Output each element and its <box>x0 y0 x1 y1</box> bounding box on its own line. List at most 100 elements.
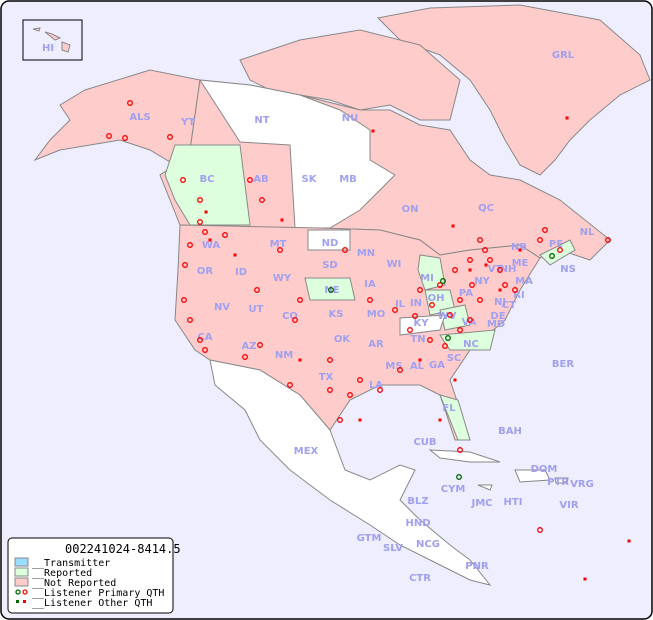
listener-primary-marker <box>437 282 443 288</box>
listener-primary-marker <box>337 417 343 423</box>
region-cuba <box>428 449 501 463</box>
listener-primary-marker <box>469 282 475 288</box>
region-fl <box>439 394 471 441</box>
region-label-nl: NL <box>580 227 595 238</box>
region-wv <box>439 304 471 331</box>
region-label-mt: MT <box>270 239 287 250</box>
region-label-wi: WI <box>387 259 402 270</box>
region-label-ut: UT <box>249 304 264 315</box>
listener-primary-marker-self <box>445 335 451 341</box>
region-label-nt: NT <box>254 115 269 126</box>
legend-other-icon-self <box>16 600 19 603</box>
region-label-ga: GA <box>429 360 445 371</box>
listener-primary-marker <box>327 387 333 393</box>
legend-other-icon <box>23 600 26 603</box>
listener-primary-marker-self <box>456 474 462 480</box>
listener-primary-marker <box>357 377 363 383</box>
listener-primary-marker <box>187 317 193 323</box>
region-label-co: CO <box>282 311 298 322</box>
region-label-ks: KS <box>329 309 344 320</box>
listener-primary-marker <box>457 447 463 453</box>
listener-primary-marker <box>487 257 493 263</box>
listener-primary-marker <box>412 313 418 319</box>
listener-primary-marker <box>442 343 448 349</box>
region-label-ny: NY <box>474 276 490 287</box>
region-label-vt: VT <box>488 264 503 275</box>
region-label-pnr: PNR <box>465 561 489 572</box>
listener-other-marker <box>518 248 522 252</box>
listener-other-marker <box>280 218 284 222</box>
region-label-on: ON <box>402 204 419 215</box>
listener-primary-marker <box>182 262 188 268</box>
region-label-nc: NC <box>463 339 479 350</box>
listener-primary-marker <box>181 297 187 303</box>
region-label-la: LA <box>369 380 383 391</box>
region-label-blz: BLZ <box>407 496 428 507</box>
legend-swatch-not-reported <box>14 577 29 587</box>
listener-primary-marker <box>327 357 333 363</box>
region-label-slv: SLV <box>383 543 403 554</box>
region-label-als: ALS <box>129 112 150 123</box>
region-jamaica <box>477 484 493 491</box>
listener-primary-marker-self <box>440 278 446 284</box>
listener-primary-marker <box>477 237 483 243</box>
listener-primary-marker <box>377 387 383 393</box>
region-label-vrg: VRG <box>570 479 594 490</box>
region-label-ms: MS <box>385 361 402 372</box>
region-label-ri: RI <box>513 290 524 301</box>
region-label-az: AZ <box>242 341 257 352</box>
region-ne <box>304 277 356 301</box>
region-label-or: OR <box>197 266 214 277</box>
region-label-cub: CUB <box>413 437 436 448</box>
region-label-in: IN <box>410 298 422 309</box>
region-label-ab: AB <box>253 174 268 185</box>
listener-primary-marker <box>180 177 186 183</box>
listener-primary-marker <box>197 197 203 203</box>
region-label-de: DE <box>490 311 505 322</box>
legend-swatch-transmitter <box>14 557 29 567</box>
region-label-ma: MA <box>515 276 533 287</box>
legend-reported: __Reported <box>32 568 92 579</box>
listener-other-marker <box>498 288 502 292</box>
region-label-mo: MO <box>367 309 385 320</box>
listener-primary-marker <box>605 237 611 243</box>
region-ns <box>539 239 576 266</box>
region-label-il: IL <box>395 299 406 310</box>
region-label-nh: NH <box>500 264 517 275</box>
region-label-wa: WA <box>202 240 221 251</box>
listener-primary-marker <box>537 527 543 533</box>
listener-primary-marker <box>447 312 453 318</box>
listener-primary-marker <box>167 134 173 140</box>
region-label-dom: DOM <box>531 464 558 475</box>
region-label-fl: FL <box>442 403 456 414</box>
listener-primary-marker <box>427 337 433 343</box>
region-label-tn: TN <box>410 334 425 345</box>
region-label-wy: WY <box>273 273 292 284</box>
listener-primary-marker <box>342 247 348 253</box>
region-nt-sk-mb <box>199 79 396 229</box>
hawaii-inset <box>22 19 83 61</box>
listener-primary-marker <box>292 317 298 323</box>
region-label-wv: WV <box>438 311 457 322</box>
legend-not-reported: __Not Reported <box>32 578 116 589</box>
region-label-hnd: HND <box>405 518 430 529</box>
listener-other-marker <box>233 253 237 257</box>
region-label-nj: NJ <box>494 297 506 308</box>
listener-primary-marker <box>477 297 483 303</box>
region-label-id: ID <box>235 267 247 278</box>
region-label-nd: ND <box>322 238 339 249</box>
listener-primary-marker <box>392 307 398 313</box>
region-label-ct: CT <box>502 300 516 311</box>
region-label-bah: BAH <box>498 426 522 437</box>
region-label-sd: SD <box>322 260 338 271</box>
listener-other-marker <box>451 224 455 228</box>
region-label-nm: NM <box>275 350 293 361</box>
region-label-tx: TX <box>319 372 334 383</box>
listener-primary-marker <box>452 267 458 273</box>
region-label-mb: MB <box>339 174 357 185</box>
listener-primary-marker <box>242 354 248 360</box>
region-label-ber: BER <box>552 359 574 370</box>
legend-swatch-reported <box>14 567 29 577</box>
listener-primary-marker <box>557 247 563 253</box>
listener-primary-marker <box>367 297 373 303</box>
